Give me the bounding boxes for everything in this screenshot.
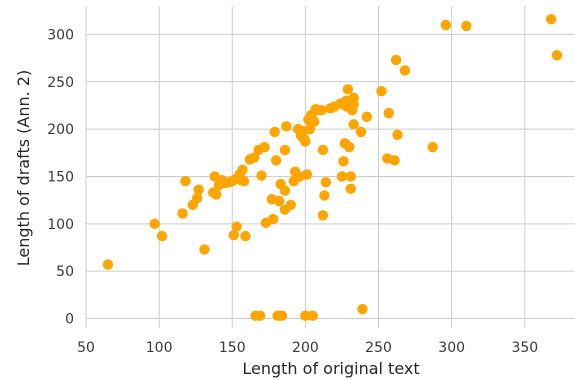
y-tick-label: 150: [47, 169, 74, 185]
data-point: [355, 126, 367, 138]
y-tick-label: 200: [47, 122, 74, 138]
data-point: [279, 185, 291, 196]
data-point: [193, 184, 204, 195]
data-point: [383, 107, 394, 119]
data-point: [345, 183, 356, 194]
data-point: [344, 141, 355, 153]
y-tick-label: 0: [65, 312, 74, 328]
data-point: [210, 189, 222, 200]
data-point: [300, 136, 311, 147]
data-point: [342, 84, 354, 95]
data-point: [307, 310, 318, 321]
x-tick-label: 50: [77, 340, 95, 356]
data-point: [269, 126, 280, 138]
y-tick-label: 300: [47, 27, 74, 43]
data-point: [156, 230, 168, 242]
data-point: [392, 129, 403, 140]
data-point: [361, 111, 373, 123]
data-point: [348, 92, 359, 104]
data-points: [102, 14, 563, 321]
data-point: [440, 19, 452, 31]
data-point: [551, 50, 563, 61]
data-point: [279, 144, 291, 156]
x-tick-label: 150: [219, 340, 246, 356]
data-point: [102, 259, 114, 270]
data-point: [336, 171, 348, 182]
data-point: [273, 195, 285, 207]
data-point: [281, 121, 292, 132]
data-point: [399, 65, 411, 76]
data-point: [390, 54, 402, 66]
data-point: [254, 310, 266, 321]
y-tick-label: 100: [47, 217, 74, 233]
data-point: [240, 230, 251, 242]
data-point: [389, 155, 400, 166]
data-point: [345, 171, 356, 182]
data-point: [300, 310, 311, 321]
data-point: [316, 104, 327, 116]
grid: [85, 6, 575, 328]
data-point: [320, 176, 332, 188]
data-point: [256, 170, 267, 181]
data-point: [237, 164, 248, 176]
y-tick-label: 250: [47, 75, 74, 91]
data-point: [301, 169, 313, 180]
y-axis-label: Length of drafts (Ann. 2): [14, 70, 33, 266]
y-tick-labels: 0 50 100 150 200 250 300: [47, 27, 74, 327]
data-point: [348, 119, 359, 130]
data-point: [238, 176, 250, 187]
data-point: [249, 152, 260, 163]
x-tick-label: 200: [292, 340, 319, 356]
data-point: [285, 199, 296, 211]
x-tick-label: 350: [511, 340, 538, 356]
data-point: [177, 208, 188, 219]
x-axis-label: Length of original text: [242, 359, 419, 378]
x-tick-labels: 50 100 150 200 250 300 350: [77, 340, 538, 356]
data-point: [276, 310, 288, 321]
data-point: [376, 86, 387, 97]
data-point: [357, 303, 368, 315]
data-point: [308, 116, 320, 127]
data-point: [545, 14, 557, 25]
data-point: [259, 141, 270, 153]
data-point: [231, 221, 242, 232]
y-tick-label: 50: [56, 264, 74, 280]
data-point: [461, 20, 472, 32]
data-point: [338, 156, 349, 167]
x-tick-label: 100: [146, 340, 173, 356]
data-point: [270, 155, 282, 166]
data-point: [427, 141, 438, 153]
data-point: [317, 210, 329, 221]
data-point: [317, 144, 329, 156]
data-point: [319, 190, 330, 201]
data-point: [149, 218, 160, 230]
data-point: [228, 229, 239, 241]
x-tick-label: 300: [438, 340, 465, 356]
data-point: [180, 176, 191, 187]
data-point: [199, 244, 210, 255]
data-point: [304, 123, 315, 135]
data-point: [268, 213, 279, 225]
data-point: [191, 193, 203, 204]
x-tick-label: 250: [365, 340, 392, 356]
